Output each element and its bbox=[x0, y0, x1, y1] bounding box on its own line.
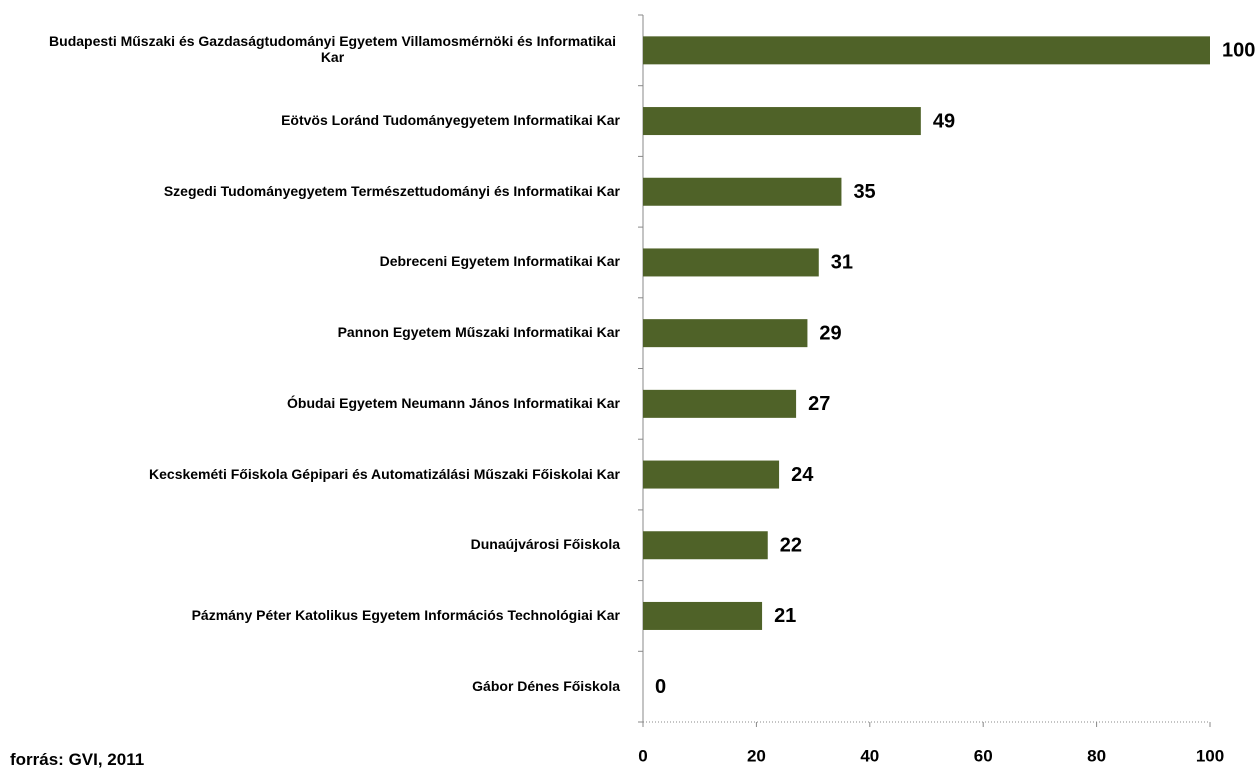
source-note: forrás: GVI, 2011 bbox=[10, 750, 145, 769]
x-tick-label: 60 bbox=[974, 746, 993, 765]
bar bbox=[643, 177, 842, 206]
category-label: Óbudai Egyetem Neumann János Informatika… bbox=[287, 394, 620, 411]
category-label-row: Óbudai Egyetem Neumann János Informatika… bbox=[20, 395, 620, 413]
data-label: 22 bbox=[780, 535, 802, 557]
category-label: Pannon Egyetem Műszaki Informatikai Kar bbox=[337, 324, 620, 341]
x-tick-label: 40 bbox=[860, 746, 879, 765]
data-label: 0 bbox=[655, 676, 666, 698]
category-label: Pázmány Péter Katolikus Egyetem Informác… bbox=[191, 606, 620, 623]
bar bbox=[643, 107, 921, 136]
data-label: 24 bbox=[791, 464, 814, 486]
data-label: 35 bbox=[853, 181, 875, 203]
category-label: Kecskeméti Főiskola Gépipari és Automati… bbox=[149, 465, 620, 482]
bar bbox=[643, 248, 819, 277]
bar bbox=[643, 460, 780, 489]
category-label-row: Gábor Dénes Főiskola bbox=[20, 678, 620, 696]
data-label: 29 bbox=[819, 322, 841, 344]
bar bbox=[643, 319, 808, 348]
x-tick-label: 0 bbox=[638, 746, 647, 765]
category-label: Debreceni Egyetem Informatikai Kar bbox=[379, 253, 620, 270]
category-label-row: Eötvös Loránd Tudományegyetem Informatik… bbox=[20, 112, 620, 130]
data-label: 100 bbox=[1222, 40, 1255, 62]
category-label: Dunaújvárosi Főiskola bbox=[470, 536, 620, 553]
category-label: Szegedi Tudományegyetem Természettudomán… bbox=[163, 182, 620, 199]
bar bbox=[643, 531, 768, 560]
data-label: 21 bbox=[774, 605, 796, 627]
category-label-row: Dunaújvárosi Főiskola bbox=[20, 536, 620, 554]
category-label: Budapesti Műszaki és Gazdaságtudományi E… bbox=[49, 33, 616, 66]
x-tick-label: 100 bbox=[1196, 746, 1224, 765]
data-label: 27 bbox=[808, 393, 830, 415]
category-label-row: Pázmány Péter Katolikus Egyetem Informác… bbox=[20, 607, 620, 625]
bar bbox=[643, 389, 797, 418]
category-label-row: Debreceni Egyetem Informatikai Kar bbox=[20, 253, 620, 271]
data-label: 49 bbox=[933, 110, 955, 132]
category-label-row: Budapesti Műszaki és Gazdaságtudományi E… bbox=[20, 33, 620, 67]
category-label-row: Kecskeméti Főiskola Gépipari és Automati… bbox=[20, 466, 620, 484]
category-label: Eötvös Loránd Tudományegyetem Informatik… bbox=[281, 112, 620, 129]
x-tick-label: 20 bbox=[747, 746, 766, 765]
category-label-row: Pannon Egyetem Műszaki Informatikai Kar bbox=[20, 324, 620, 342]
category-label-row: Szegedi Tudományegyetem Természettudomán… bbox=[20, 183, 620, 201]
bar bbox=[643, 36, 1210, 65]
bar bbox=[643, 601, 763, 630]
data-label: 31 bbox=[831, 252, 853, 274]
category-label: Gábor Dénes Főiskola bbox=[472, 677, 620, 694]
x-tick-label: 80 bbox=[1087, 746, 1106, 765]
